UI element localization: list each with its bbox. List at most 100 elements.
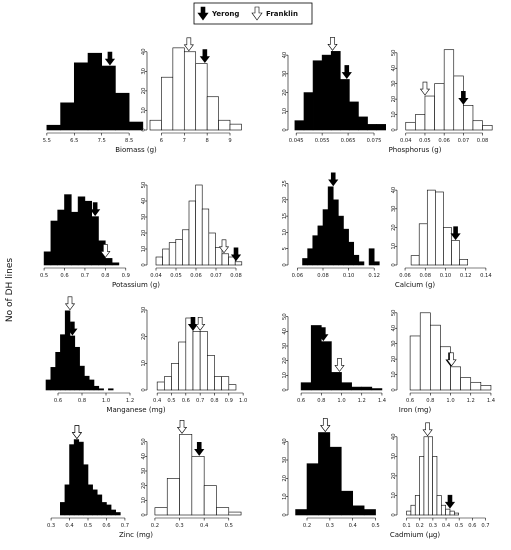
mean-arrow-open [334,358,345,372]
histogram-bar [307,248,314,266]
histogram-panel-calcium-yerong: 0.06 0.08 0.10 0.12 0 5 10 15 20 25 [282,172,380,279]
x-tick-label: 0.10 [440,273,452,279]
mean-arrow-filled [444,494,456,509]
histogram-bar [373,261,380,266]
histogram-bar [69,444,75,516]
x-tick-label: 8.5 [125,138,133,144]
x-tick-label: 0.045 [289,138,304,144]
x-tick-label: 1.2 [467,398,475,404]
histogram-bar [73,62,89,131]
x-tick-label: 0.08 [477,138,489,144]
x-tick-label: 0.6 [468,523,476,529]
histogram-bar [115,92,130,131]
x-tick-label: 1.2 [126,398,134,404]
y-tick-label: 40 [391,325,397,332]
histogram-bar [166,478,180,516]
histogram-bar [414,495,420,516]
legend-yerong-arrow [197,6,209,21]
y-tick-label: 30 [141,307,147,314]
histogram-bar [406,510,412,516]
y-tick-label: 0 [282,388,288,391]
legend: Yerong Franklin [193,2,313,25]
histogram-bar [60,502,66,516]
x-tick-label: 0.3 [47,523,55,529]
histogram-bar [172,47,185,131]
x-tick-label: 8 [205,138,208,144]
x-tick-label: 0.5 [225,523,233,529]
x-tick-label: 0.6 [406,398,414,404]
histogram-bar [449,510,455,516]
y-tick-label: 20 [141,333,147,340]
histogram-panel-iron-franklin: 0.6 0.8 1.0 1.2 1.4 0 10 20 30 40 50 Iron (mg) [391,310,496,414]
histogram-bar [161,76,174,131]
histogram-bar [312,235,319,266]
histogram-bar [306,463,319,516]
mean-arrow-open [64,296,76,311]
histogram-panel-zinc-franklin: 0.2 0.3 0.4 0.5 0 10 20 30 40 50 [141,420,242,529]
y-tick-label: 40 [282,52,288,59]
histogram-bar [215,247,223,266]
histogram-bar [110,509,116,516]
trait-caption: Zinc (mg) [119,531,153,539]
y-tick-label: 0 [391,263,397,266]
histogram-bar [43,251,52,266]
y-tick-label: 40 [391,65,397,72]
histogram-bar [195,63,208,131]
y-tick-label: 15 [282,213,288,220]
histogram-panel-zinc-yerong: 0.3 0.4 0.5 0.6 0.7 Zinc (mg) [47,425,153,539]
x-tick-label: 0.08 [317,273,329,279]
y-tick-label: 20 [141,230,147,237]
histogram-bar [432,456,438,516]
histogram-panel-cadmium-yerong: 0.2 0.3 0.4 0.5 0 10 20 30 40 [282,418,380,529]
mean-arrow-open [71,425,83,440]
y-tick-label: 20 [141,482,147,489]
histogram-bar [349,101,359,131]
histogram-bar [182,229,190,266]
histogram-bar [410,504,416,516]
y-tick-label: 20 [391,356,397,363]
histogram-bar [470,381,482,391]
y-tick-label: 10 [391,243,397,250]
histogram-bar [93,385,100,391]
x-tick-label: 0.7 [121,523,129,529]
histogram-bar [343,228,349,266]
histogram-bar [443,227,452,266]
histogram-bar [228,511,242,516]
y-tick-label: 10 [391,492,397,499]
mean-arrow-open [320,418,331,432]
mean-arrow-open [176,420,188,434]
histogram-panel-biomass-yerong: 5.5 6.5 7.5 8.5 Biomass (g) [43,51,157,154]
histogram-bar [339,79,350,131]
y-tick-label: 30 [141,68,147,75]
histogram-bar [331,372,342,391]
histogram-bar [451,240,460,266]
y-tick-label: 30 [391,80,397,87]
histogram-bar [341,382,352,391]
histogram-bar [101,65,116,131]
histogram-bar [70,211,79,266]
y-tick-label: 0 [141,128,147,131]
y-tick-label: 40 [391,187,397,194]
histogram-bar [162,248,170,266]
x-tick-label: 0.5 [40,273,48,279]
histogram-bar [218,119,231,131]
histogram-bar [300,382,312,391]
histogram-bar [216,507,230,516]
histogram-bar [351,386,363,391]
y-tick-label: 20 [141,88,147,95]
histogram-bar [330,51,341,131]
y-tick-label: 40 [141,198,147,205]
histogram-bar [83,464,89,516]
y-tick-label: 20 [391,473,397,480]
trait-caption: Cadmium (µg) [390,531,440,539]
x-tick-label: 0.4 [65,523,74,529]
histogram-bar [168,242,177,266]
mean-arrow-filled [341,65,352,79]
y-tick-label: 20 [282,89,288,96]
mean-arrow-open [218,239,230,254]
x-tick-label: 0.14 [480,273,492,279]
x-tick-label: 0.4 [349,523,358,529]
histogram-bar [221,253,229,266]
histogram-bar [183,51,197,131]
histogram-bar [195,184,203,266]
